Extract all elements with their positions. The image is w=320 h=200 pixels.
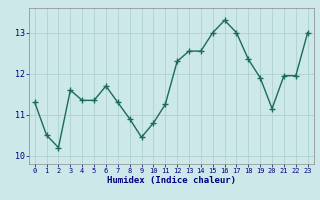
X-axis label: Humidex (Indice chaleur): Humidex (Indice chaleur) — [107, 176, 236, 185]
